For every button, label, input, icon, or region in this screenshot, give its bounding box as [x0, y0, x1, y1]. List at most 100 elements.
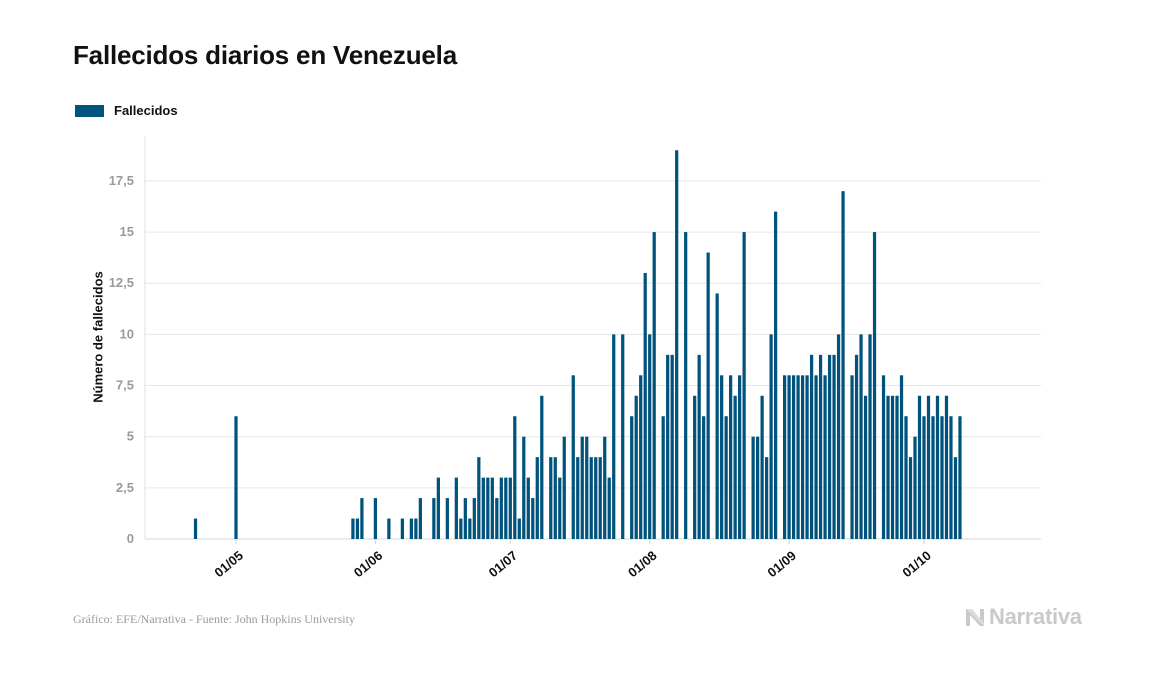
bar: [769, 334, 773, 539]
bar: [832, 354, 836, 539]
bar: [800, 375, 805, 539]
bar: [508, 477, 512, 539]
bar: [729, 375, 733, 539]
bar: [895, 395, 899, 539]
bar: [899, 375, 904, 539]
x-tick-label: 01/06: [351, 548, 386, 580]
bar: [751, 436, 755, 539]
bar: [598, 457, 602, 539]
y-tick-label: 7,5: [116, 378, 134, 393]
bar: [666, 354, 670, 539]
bar: [540, 395, 544, 539]
bar: [517, 518, 521, 539]
bar: [360, 498, 364, 539]
bar: [603, 436, 607, 539]
bar: [841, 191, 845, 539]
bar: [513, 416, 517, 539]
bar: [724, 416, 728, 539]
y-tick-label: 2,5: [116, 480, 134, 495]
bar: [481, 477, 485, 539]
bar: [935, 395, 940, 539]
bar: [495, 498, 499, 539]
bar: [818, 354, 823, 539]
bar: [373, 498, 378, 539]
bar: [670, 354, 674, 539]
bar: [805, 375, 809, 539]
brand-name: Narrativa: [989, 604, 1082, 629]
legend: Fallecidos: [75, 103, 178, 118]
bar: [773, 211, 778, 539]
bar: [720, 375, 724, 539]
bar: [814, 375, 818, 539]
bar: [836, 334, 841, 539]
bar: [764, 457, 769, 539]
bar: [535, 457, 539, 539]
bar: [607, 477, 611, 539]
bar: [872, 232, 877, 540]
bar: [760, 395, 764, 539]
bar: [702, 416, 706, 539]
x-tick-label: 01/08: [625, 548, 660, 580]
bar: [940, 416, 944, 539]
bar: [531, 498, 535, 539]
brand-logo: Narrativa: [964, 604, 1082, 630]
x-tick-label: 01/07: [486, 548, 521, 580]
bar: [648, 334, 652, 539]
bar: [585, 436, 589, 539]
y-tick-label: 17,5: [109, 173, 134, 188]
bar: [400, 518, 404, 539]
bar: [850, 375, 854, 539]
bar: [594, 457, 598, 539]
bar: [652, 232, 656, 540]
x-tick-label: 01/05: [211, 548, 246, 580]
bar: [612, 334, 616, 539]
bar: [854, 354, 859, 539]
bar: [926, 395, 931, 539]
bar: [499, 477, 503, 539]
bar: [791, 375, 796, 539]
bar: [486, 477, 490, 539]
chart-title: Fallecidos diarios en Venezuela: [73, 40, 457, 70]
bar: [733, 395, 737, 539]
bar: [526, 477, 530, 539]
bar: [522, 436, 526, 539]
bar: [886, 395, 890, 539]
y-tick-label: 15: [120, 224, 134, 239]
bar: [553, 457, 557, 539]
y-tick-label: 0: [127, 531, 134, 546]
bar: [661, 416, 665, 539]
bar: [782, 375, 787, 539]
bar: [639, 375, 643, 539]
bar: [787, 375, 791, 539]
source-note: Gráfico: EFE/Narrativa - Fuente: John Ho…: [73, 612, 355, 626]
bar: [504, 477, 508, 539]
bar: [463, 498, 467, 539]
bar: [908, 457, 913, 539]
bar: [738, 375, 742, 539]
bar: [859, 334, 863, 539]
bar: [904, 416, 908, 539]
bar: [823, 375, 827, 539]
bar: [193, 518, 198, 539]
bar: [445, 498, 449, 539]
bar: [944, 395, 949, 539]
bar: [796, 375, 800, 539]
bar: [409, 518, 413, 539]
bar: [756, 436, 760, 539]
bar: [562, 436, 566, 539]
bar: [418, 498, 422, 539]
bar: [693, 395, 697, 539]
bar: [949, 416, 953, 539]
bar: [436, 477, 440, 539]
bar: [621, 334, 625, 539]
bar: [868, 334, 872, 539]
bar: [827, 354, 832, 539]
bar: [706, 252, 710, 540]
bar: [454, 477, 458, 539]
legend-label: Fallecidos: [114, 103, 178, 118]
bar: [630, 416, 634, 539]
bar: [715, 293, 719, 539]
bar: [958, 416, 962, 539]
bar: [809, 354, 814, 539]
